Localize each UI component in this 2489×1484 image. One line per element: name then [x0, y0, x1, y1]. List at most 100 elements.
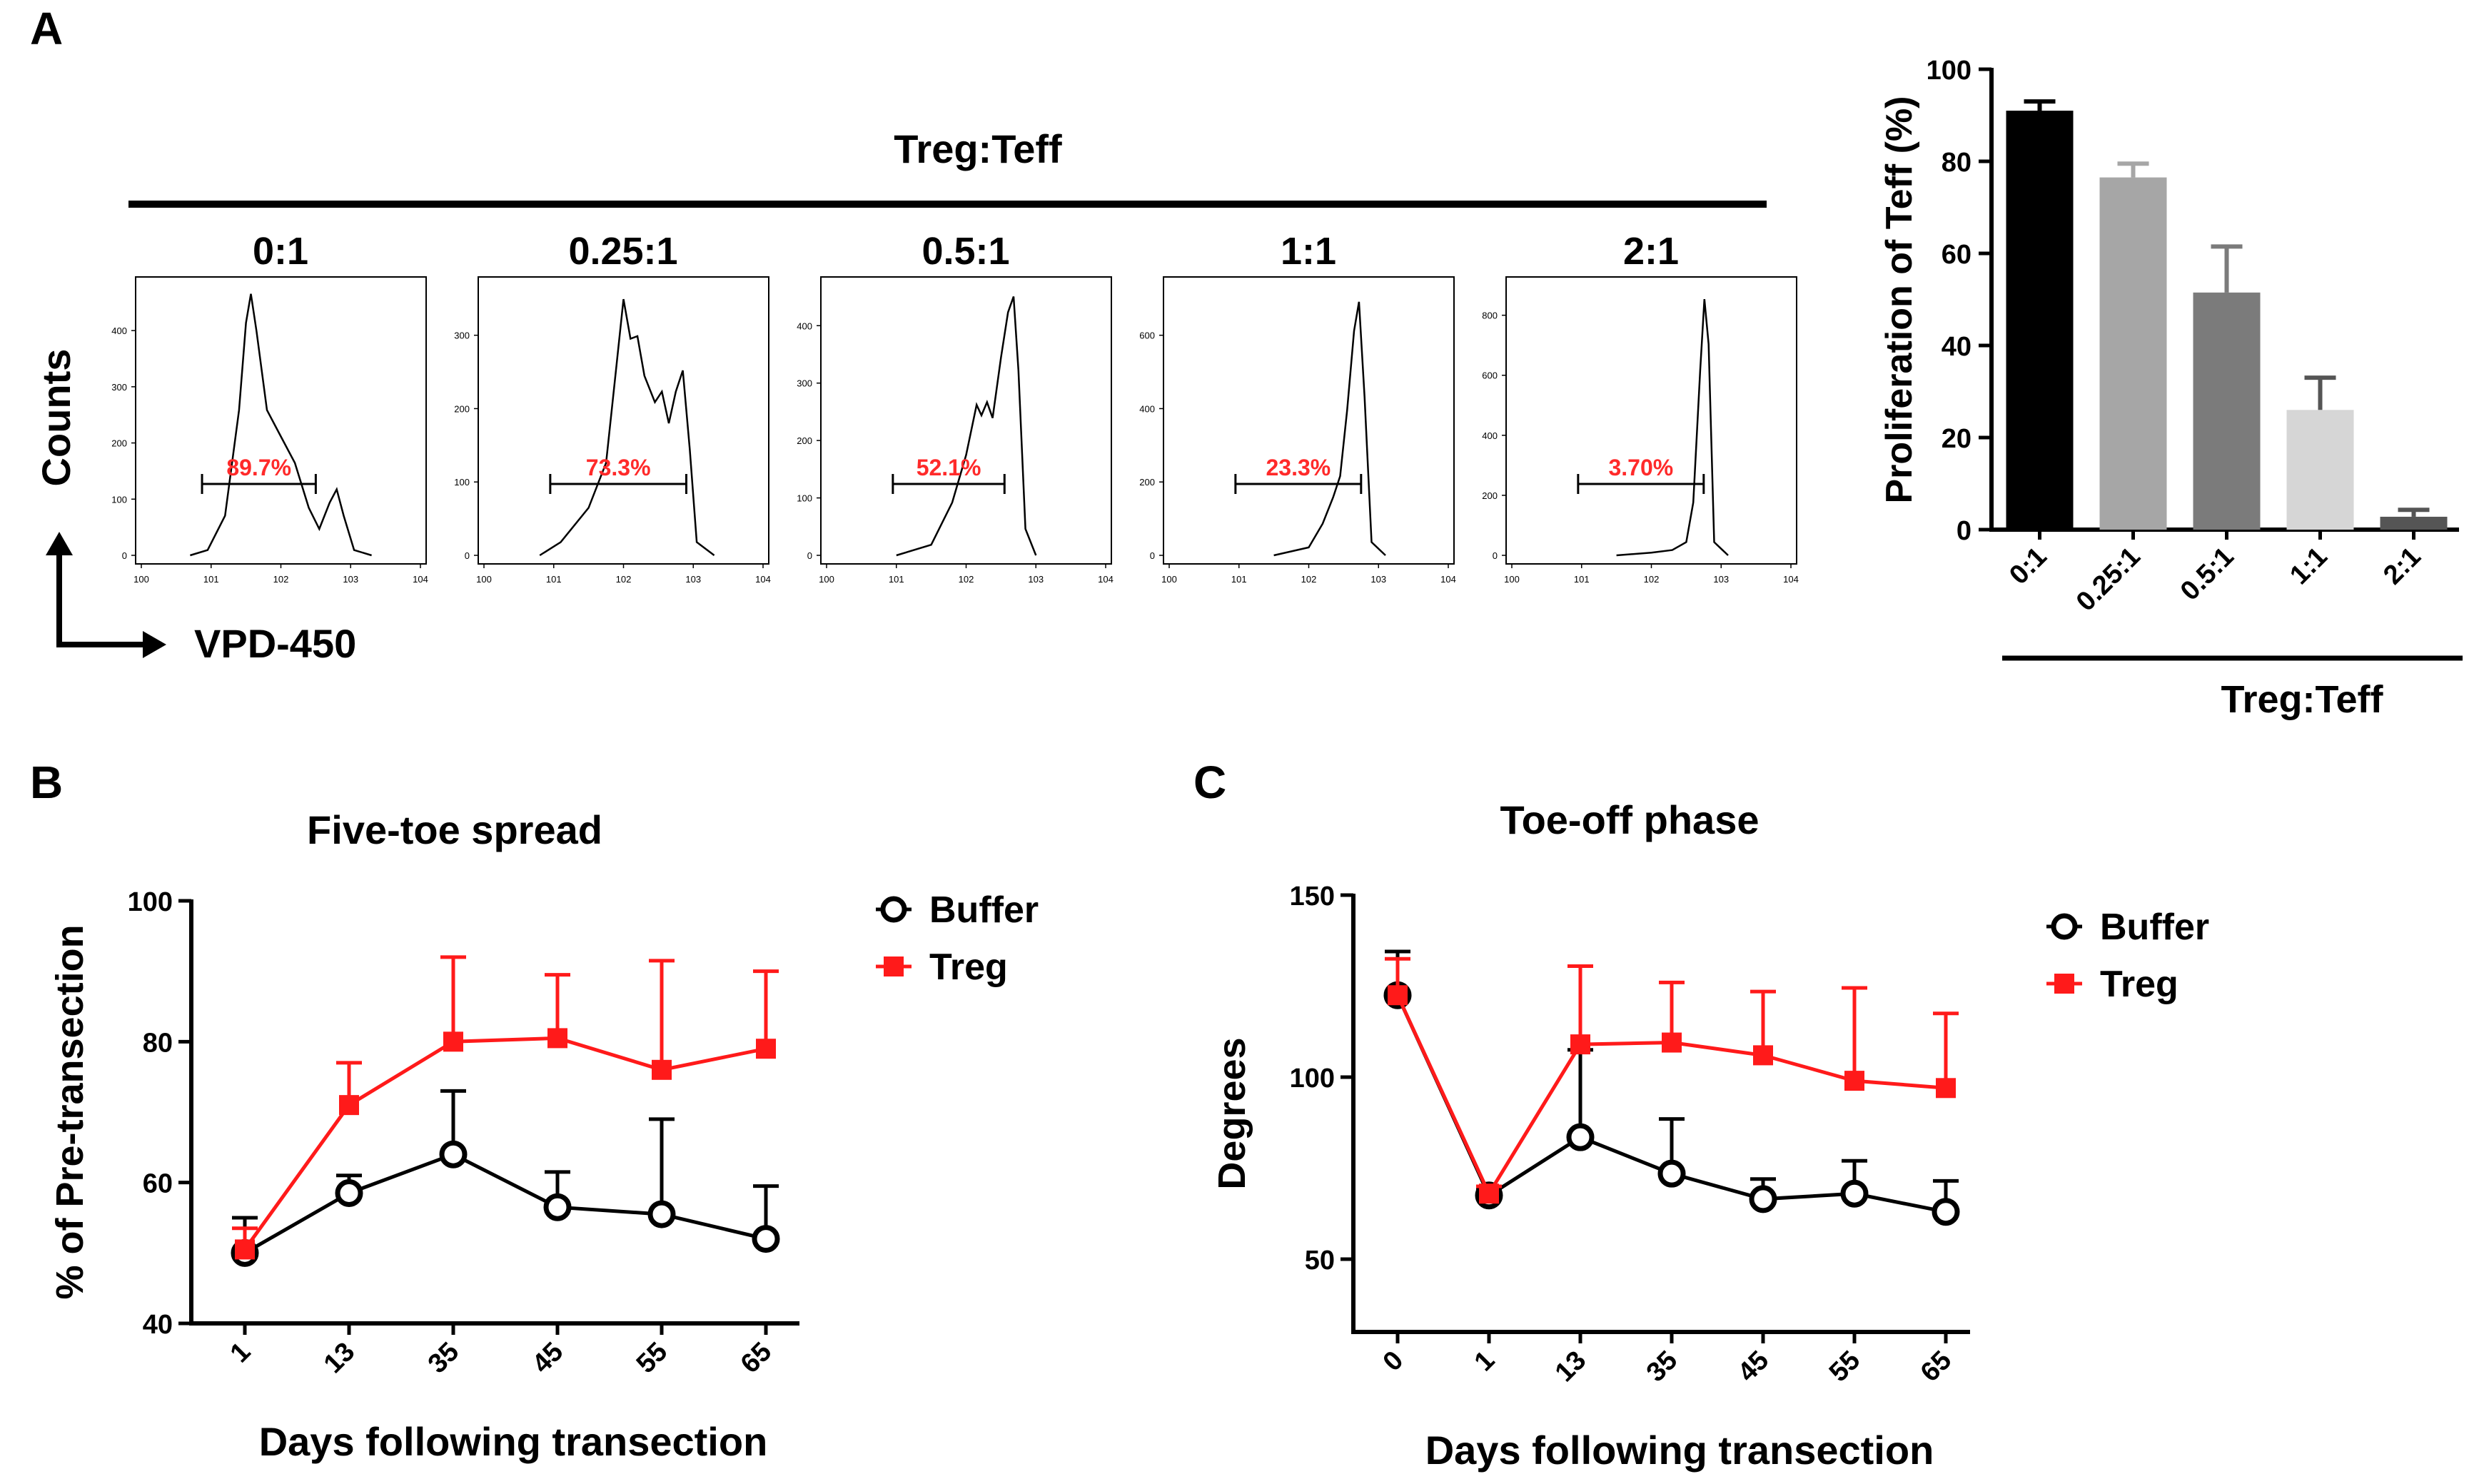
- data-point: [752, 1225, 780, 1253]
- x-tick-label: 45: [527, 1337, 570, 1380]
- y-tick-label: 600: [1139, 330, 1155, 341]
- x-tick-label: 103: [343, 574, 358, 585]
- y-tick-label: 200: [1139, 477, 1155, 488]
- y-tick-label: 40: [143, 1310, 173, 1340]
- bar-y-tick-label: 20: [1942, 424, 1971, 454]
- data-point: [1479, 1183, 1499, 1204]
- x-tick-label: 101: [546, 574, 562, 585]
- vpd-arrow-head-icon: [143, 631, 166, 658]
- panel-c: C Toe-off phase 50 100 150 0 1 13 35 45 55 65 Degre…: [1193, 757, 2209, 1473]
- legend-entry-treg: Treg: [876, 947, 1008, 988]
- data-point: [1844, 1071, 1864, 1091]
- x-tick-label: 102: [616, 574, 632, 585]
- vpd-axis-label: VPD-450: [194, 621, 356, 666]
- x-tick-label: 55: [631, 1337, 674, 1380]
- data-point: [339, 1095, 359, 1116]
- series-treg: [232, 955, 779, 1260]
- gate-percent: 3.70%: [1608, 455, 1673, 480]
- x-tick-label: 104: [1098, 574, 1114, 585]
- histogram-title: 0:1: [253, 230, 308, 273]
- histogram-frame: [478, 276, 769, 565]
- gate-percent: 52.1%: [917, 455, 981, 480]
- x-tick-label: 100: [1161, 574, 1177, 585]
- data-point: [547, 1028, 567, 1049]
- bar-chart-xlabel: Treg:Teff: [2221, 678, 2384, 721]
- counts-arrow-head-icon: [46, 532, 73, 555]
- data-point: [756, 1039, 776, 1059]
- x-tick-label: 65: [1915, 1346, 1958, 1388]
- bar: [2099, 177, 2167, 530]
- x-tick-label: 102: [1301, 574, 1317, 585]
- bar-y-tick-label: 0: [1957, 516, 1971, 546]
- y-tick-label: 100: [111, 494, 127, 505]
- series-buffer: [231, 1089, 780, 1267]
- five-toe-spread-chart: Five-toe spread 40 60 80 100 1 13 35 45 55 65 % of …: [49, 807, 1039, 1464]
- histogram-panel: 0.5:1 100 101 102 103 104 0 100 200 300 400 52.1%: [797, 230, 1114, 585]
- x-tick-label: 104: [755, 574, 771, 585]
- bar-category-label: 1:1: [2284, 542, 2333, 591]
- legend-marker: [884, 956, 904, 976]
- data-point: [1749, 1185, 1777, 1213]
- histogram-frame: [135, 276, 427, 565]
- y-tick-label: 100: [797, 493, 812, 504]
- histogram-frame: [1505, 276, 1797, 565]
- gate-percent: 89.7%: [226, 455, 291, 480]
- data-point: [1657, 1159, 1686, 1188]
- y-tick-label: 100: [1290, 1064, 1335, 1094]
- series-treg: [1385, 956, 1959, 1204]
- y-tick-label: 0: [122, 550, 127, 561]
- panel-b: B Five-toe spread 40 60 80 100 1 13 35 45 55 65 % o…: [30, 757, 1039, 1464]
- bar-category-label: 0:1: [2004, 542, 2053, 591]
- bar-category-label: 0.25:1: [2071, 542, 2146, 617]
- y-tick-label: 80: [143, 1028, 173, 1058]
- legend-entry-buffer: Buffer: [876, 889, 1039, 931]
- bar: [2193, 292, 2261, 530]
- x-tick-label: 35: [1641, 1346, 1684, 1388]
- y-tick-label: 0: [1493, 550, 1498, 561]
- histogram-panel: 0:1 100 101 102 103 104 0 100 200 300 400 89.7%: [111, 230, 428, 585]
- y-tick-label: 300: [797, 378, 812, 389]
- y-tick-label: 60: [143, 1169, 173, 1199]
- bar: [2286, 410, 2354, 530]
- y-axis-label: Degrees: [1211, 1037, 1253, 1189]
- x-tick-label: 1: [225, 1337, 257, 1369]
- x-tick-label: 104: [413, 574, 428, 585]
- bar-y-tick-label: 100: [1927, 56, 1971, 86]
- histogram-title: 0.25:1: [568, 230, 677, 273]
- series-line: [243, 1152, 767, 1255]
- x-tick-label: 100: [819, 574, 834, 585]
- y-tick-label: 400: [797, 320, 812, 331]
- histogram-title: 2:1: [1623, 230, 1679, 273]
- y-tick-label: 150: [1290, 882, 1335, 912]
- x-tick-label: 100: [133, 574, 149, 585]
- bar-y-tick-label: 60: [1942, 240, 1971, 270]
- gate-percent: 73.3%: [586, 455, 651, 480]
- chart-title: Toe-off phase: [1500, 797, 1760, 842]
- gate-percent: 23.3%: [1266, 455, 1331, 480]
- histogram-curve: [1273, 301, 1386, 557]
- x-tick-label: 104: [1440, 574, 1456, 585]
- chart-title: Five-toe spread: [307, 807, 602, 852]
- y-tick-label: 50: [1305, 1246, 1335, 1276]
- histogram-group: 0:1 100 101 102 103 104 0 100 200 300 400 89.7% 0.25…: [111, 230, 1799, 585]
- histogram-panel: 1:1 100 101 102 103 104 0 200 400 600 23.3%: [1139, 230, 1456, 585]
- x-tick-label: 104: [1783, 574, 1799, 585]
- x-tick-label: 100: [476, 574, 492, 585]
- y-tick-label: 200: [454, 403, 470, 414]
- treg-teff-group-title: Treg:Teff: [894, 126, 1062, 171]
- x-tick-label: 1: [1469, 1346, 1501, 1378]
- x-tick-label: 55: [1824, 1346, 1867, 1388]
- legend-marker: [2054, 974, 2074, 994]
- x-tick-label: 101: [889, 574, 904, 585]
- histogram-curve: [190, 293, 372, 557]
- y-axis-label: % of Pre-transection: [49, 924, 91, 1299]
- y-tick-label: 0: [465, 550, 470, 561]
- data-point: [1932, 1198, 1960, 1226]
- bar: [2006, 111, 2074, 530]
- x-tick-label: 102: [273, 574, 289, 585]
- y-tick-label: 200: [1482, 490, 1498, 501]
- x-tick-label: 103: [1370, 574, 1386, 585]
- x-tick-label: 0: [1378, 1346, 1410, 1378]
- bar-chart-ylabel: Proliferation of Teff (%): [1879, 96, 1920, 503]
